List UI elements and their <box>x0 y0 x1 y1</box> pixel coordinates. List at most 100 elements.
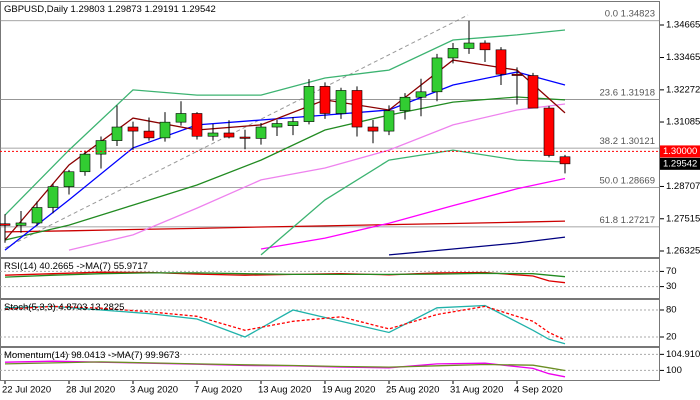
candle-body <box>271 123 283 128</box>
candle-body <box>447 48 459 59</box>
candle-body <box>79 153 91 173</box>
fibo-trendline <box>4 14 469 249</box>
x-tick-label: 19 Aug 2020 <box>322 385 375 396</box>
candle-body <box>479 42 491 51</box>
candle-body <box>463 42 475 49</box>
candle-body <box>431 57 443 93</box>
legend-value: 13.2825 <box>90 302 124 313</box>
candle-body <box>351 90 363 128</box>
candle-body <box>159 121 171 139</box>
indicator-line <box>4 272 566 278</box>
legend-value: 40.2665 <box>39 261 73 272</box>
candle-body <box>47 186 59 208</box>
indicator-line <box>4 29 566 216</box>
y-tick-label: 1.33465 <box>666 52 700 63</box>
candle-body <box>127 126 139 132</box>
panel-frame <box>0 258 660 299</box>
candle-body <box>287 121 299 126</box>
fib-price: 1.34823 <box>621 8 655 19</box>
ohlc-close: 1.29542 <box>181 4 215 15</box>
y-tick-label: 1.26325 <box>666 246 700 257</box>
legend-name: ->MA(7) <box>108 350 143 361</box>
candle-body <box>143 130 155 139</box>
candle-body <box>223 132 235 138</box>
x-tick-label: 13 Aug 2020 <box>258 385 311 396</box>
fib-price: 1.31918 <box>621 87 655 98</box>
x-tick-label: 7 Aug 2020 <box>194 385 242 396</box>
candle-body <box>415 91 427 98</box>
legend-value: 98.0413 <box>71 350 105 361</box>
indicator-title: Stoch(5,3,3) 4.8703 13.2825 <box>4 302 124 313</box>
fib-ratio: 23.6 <box>600 87 619 98</box>
legend-name: ->MA(7) <box>76 261 111 272</box>
fib-label: 50.0 1.28669 <box>600 175 655 186</box>
legend-value: 55.9717 <box>114 261 148 272</box>
x-tick-label: 3 Aug 2020 <box>130 385 178 396</box>
candle-body <box>367 126 379 132</box>
fib-price: 1.27217 <box>621 214 655 225</box>
candle-body <box>15 222 27 226</box>
symbol: GBPUSD,Daily <box>4 4 68 15</box>
x-tick-label: 28 Jul 2020 <box>66 385 115 396</box>
y-tick-label: 104.9102 <box>666 349 700 360</box>
candle-body <box>383 110 395 132</box>
y-tick-label: 1.27515 <box>666 213 700 224</box>
legend-value: 4.8703 <box>58 302 87 313</box>
panel-frame <box>0 1 660 258</box>
x-tick-label: 22 Jul 2020 <box>2 385 51 396</box>
indicator-line <box>68 103 566 251</box>
price-line-label: 1.30000 <box>663 146 697 157</box>
x-tick-label: 31 Aug 2020 <box>450 385 503 396</box>
candle-body <box>111 126 123 141</box>
legend-value: 99.9673 <box>145 350 179 361</box>
fib-label: 23.6 1.31918 <box>600 87 655 98</box>
candle-body <box>31 207 43 224</box>
y-tick-label: 1.28707 <box>666 181 700 192</box>
fib-price: 1.28669 <box>621 175 655 186</box>
bid-label: 1.29542 <box>663 158 697 169</box>
candle-body <box>335 90 347 114</box>
candle-body <box>319 86 331 114</box>
candle-body <box>63 171 75 187</box>
fib-label: 61.8 1.27217 <box>600 214 655 225</box>
candle-body <box>543 107 555 156</box>
fib-label: 38.2 1.30121 <box>600 136 655 147</box>
candle-body <box>255 126 267 139</box>
chart-title: GBPUSD,Daily 1.29803 1.29873 1.29191 1.2… <box>4 4 216 15</box>
y-tick-label: 80 <box>666 305 677 316</box>
indicator-line <box>4 96 566 241</box>
y-tick-label: 100 <box>666 365 682 376</box>
candle-body <box>191 113 203 137</box>
y-tick-label: 1.32272 <box>666 84 700 95</box>
legend-name: Momentum(14) <box>4 350 68 361</box>
y-tick-label: 1.31085 <box>666 117 700 128</box>
indicator-line <box>4 305 566 341</box>
y-tick-label: 30 <box>666 281 677 292</box>
candle-body <box>527 75 539 109</box>
y-tick-label: 70 <box>666 266 677 277</box>
candle-body <box>495 49 507 75</box>
legend-name: Stoch(5,3,3) <box>4 302 56 313</box>
indicator-line <box>4 361 566 372</box>
bid-box <box>660 157 700 170</box>
indicator-line <box>260 177 566 250</box>
panel-frame <box>0 347 660 381</box>
indicator-title: RSI(14) 40.2665 ->MA(7) 55.9717 <box>4 261 148 272</box>
ohlc-low: 1.29191 <box>144 4 178 15</box>
candle-body <box>0 223 11 226</box>
y-tick-label: 20 <box>666 332 677 343</box>
fib-ratio: 38.2 <box>600 136 619 147</box>
candle-body <box>303 86 315 122</box>
legend-name: RSI(14) <box>4 261 37 272</box>
candle-body <box>175 113 187 123</box>
fib-ratio: 61.8 <box>600 214 619 225</box>
candle-body <box>207 132 219 137</box>
candle-body <box>239 136 251 139</box>
panel-frame <box>0 299 660 347</box>
candle-body <box>511 73 523 76</box>
fib-ratio: 50.0 <box>600 175 619 186</box>
ohlc-high: 1.29873 <box>108 4 142 15</box>
